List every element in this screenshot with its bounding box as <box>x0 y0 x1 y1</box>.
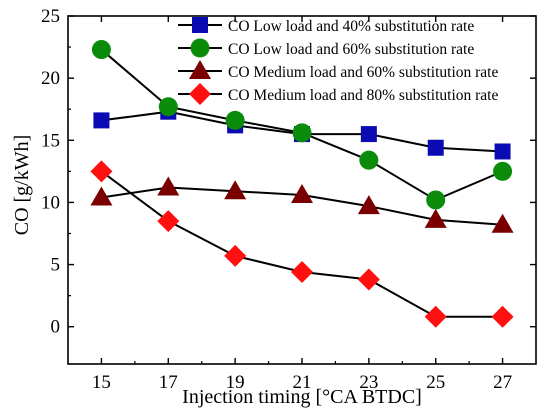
data-point <box>491 213 514 233</box>
x-tick-label: 19 <box>226 372 245 393</box>
legend-marker <box>189 60 211 79</box>
x-tick-label: 23 <box>359 372 378 393</box>
legend-label: CO Low load and 40% substitution rate <box>228 18 474 35</box>
data-point <box>491 305 514 328</box>
data-point <box>158 97 178 117</box>
data-point <box>157 210 180 233</box>
y-tick-label: 10 <box>41 192 60 213</box>
x-tick-label: 15 <box>92 372 111 393</box>
legend: CO Low load and 40% substitution rate CO … <box>178 17 498 105</box>
data-point <box>357 268 380 291</box>
legend-label: CO Medium load and 80% substitution rate <box>228 87 498 104</box>
data-point <box>91 40 111 60</box>
legend-label: CO Low load and 60% substitution rate <box>228 41 474 58</box>
data-point <box>224 244 247 267</box>
y-tick-label: 20 <box>41 68 60 89</box>
legend-marker <box>190 38 210 58</box>
data-point <box>90 186 113 206</box>
data-point <box>291 183 313 203</box>
data-point <box>93 112 110 129</box>
data-point <box>426 190 446 210</box>
data-point <box>493 161 513 181</box>
x-tick-label: 27 <box>493 372 512 393</box>
legend-label: CO Medium load and 60% substitution rate <box>228 64 498 81</box>
data-point <box>291 261 313 284</box>
legend-marker <box>192 17 208 33</box>
data-point <box>427 139 444 156</box>
data-point <box>424 208 447 228</box>
series-triangle <box>90 176 514 233</box>
data-point <box>225 110 245 130</box>
data-point <box>357 195 380 215</box>
data-point <box>494 143 511 160</box>
series-circle <box>91 40 513 210</box>
y-axis-label: CO [g/kWh] <box>11 135 33 236</box>
data-point <box>90 160 113 183</box>
data-point <box>424 305 447 328</box>
x-tick-label: 25 <box>426 372 445 393</box>
y-tick-label: 15 <box>41 130 60 151</box>
y-tick-label: 25 <box>41 6 60 27</box>
series-diamond <box>90 160 514 328</box>
axes: 15 17 19 21 23 25 27 0 5 10 15 20 25 <box>41 6 537 393</box>
data-point <box>359 150 379 170</box>
data-point <box>360 126 377 143</box>
data-point <box>224 180 247 200</box>
data-point <box>292 123 312 143</box>
x-axis-label: Injection timing [°CA BTDC] <box>182 386 422 408</box>
legend-marker <box>189 83 211 105</box>
x-tick-label: 21 <box>293 372 312 393</box>
series-layer <box>90 40 514 328</box>
x-tick-label: 17 <box>159 372 178 393</box>
y-tick-label: 0 <box>51 317 61 338</box>
y-tick-label: 5 <box>51 255 61 276</box>
data-point <box>157 176 180 196</box>
